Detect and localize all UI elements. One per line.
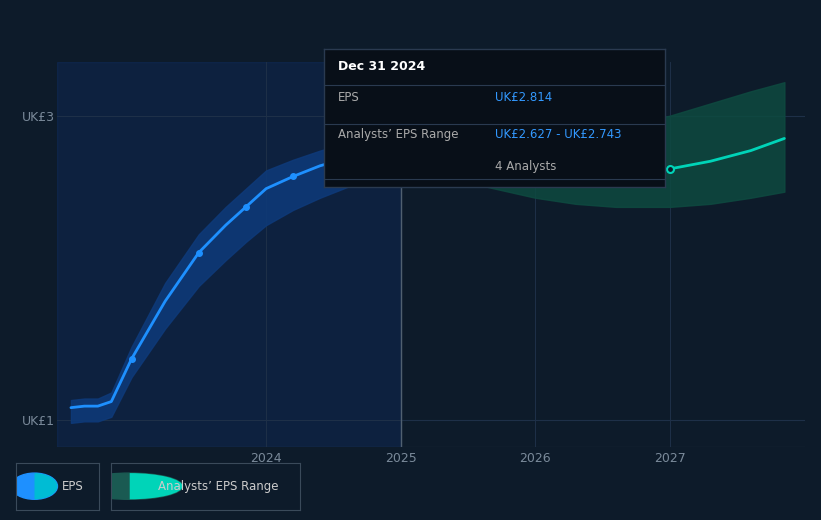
Text: EPS: EPS [338,90,360,104]
Text: EPS: EPS [62,479,83,493]
Text: 4 Analysts: 4 Analysts [494,160,556,173]
Text: UK£2.627 - UK£2.743: UK£2.627 - UK£2.743 [494,128,621,141]
Bar [57,62,401,447]
Wedge shape [34,473,57,499]
Text: Actual: Actual [360,109,396,120]
Text: Analysts’ EPS Range: Analysts’ EPS Range [158,479,278,493]
Text: UK£2.814: UK£2.814 [494,90,552,104]
Text: Dec 31 2024: Dec 31 2024 [338,60,425,73]
Circle shape [11,473,57,499]
Text: Analysts’ EPS Range: Analysts’ EPS Range [338,128,458,141]
Circle shape [77,473,182,499]
Text: Analysts Forecasts: Analysts Forecasts [406,109,510,120]
Wedge shape [130,473,182,499]
